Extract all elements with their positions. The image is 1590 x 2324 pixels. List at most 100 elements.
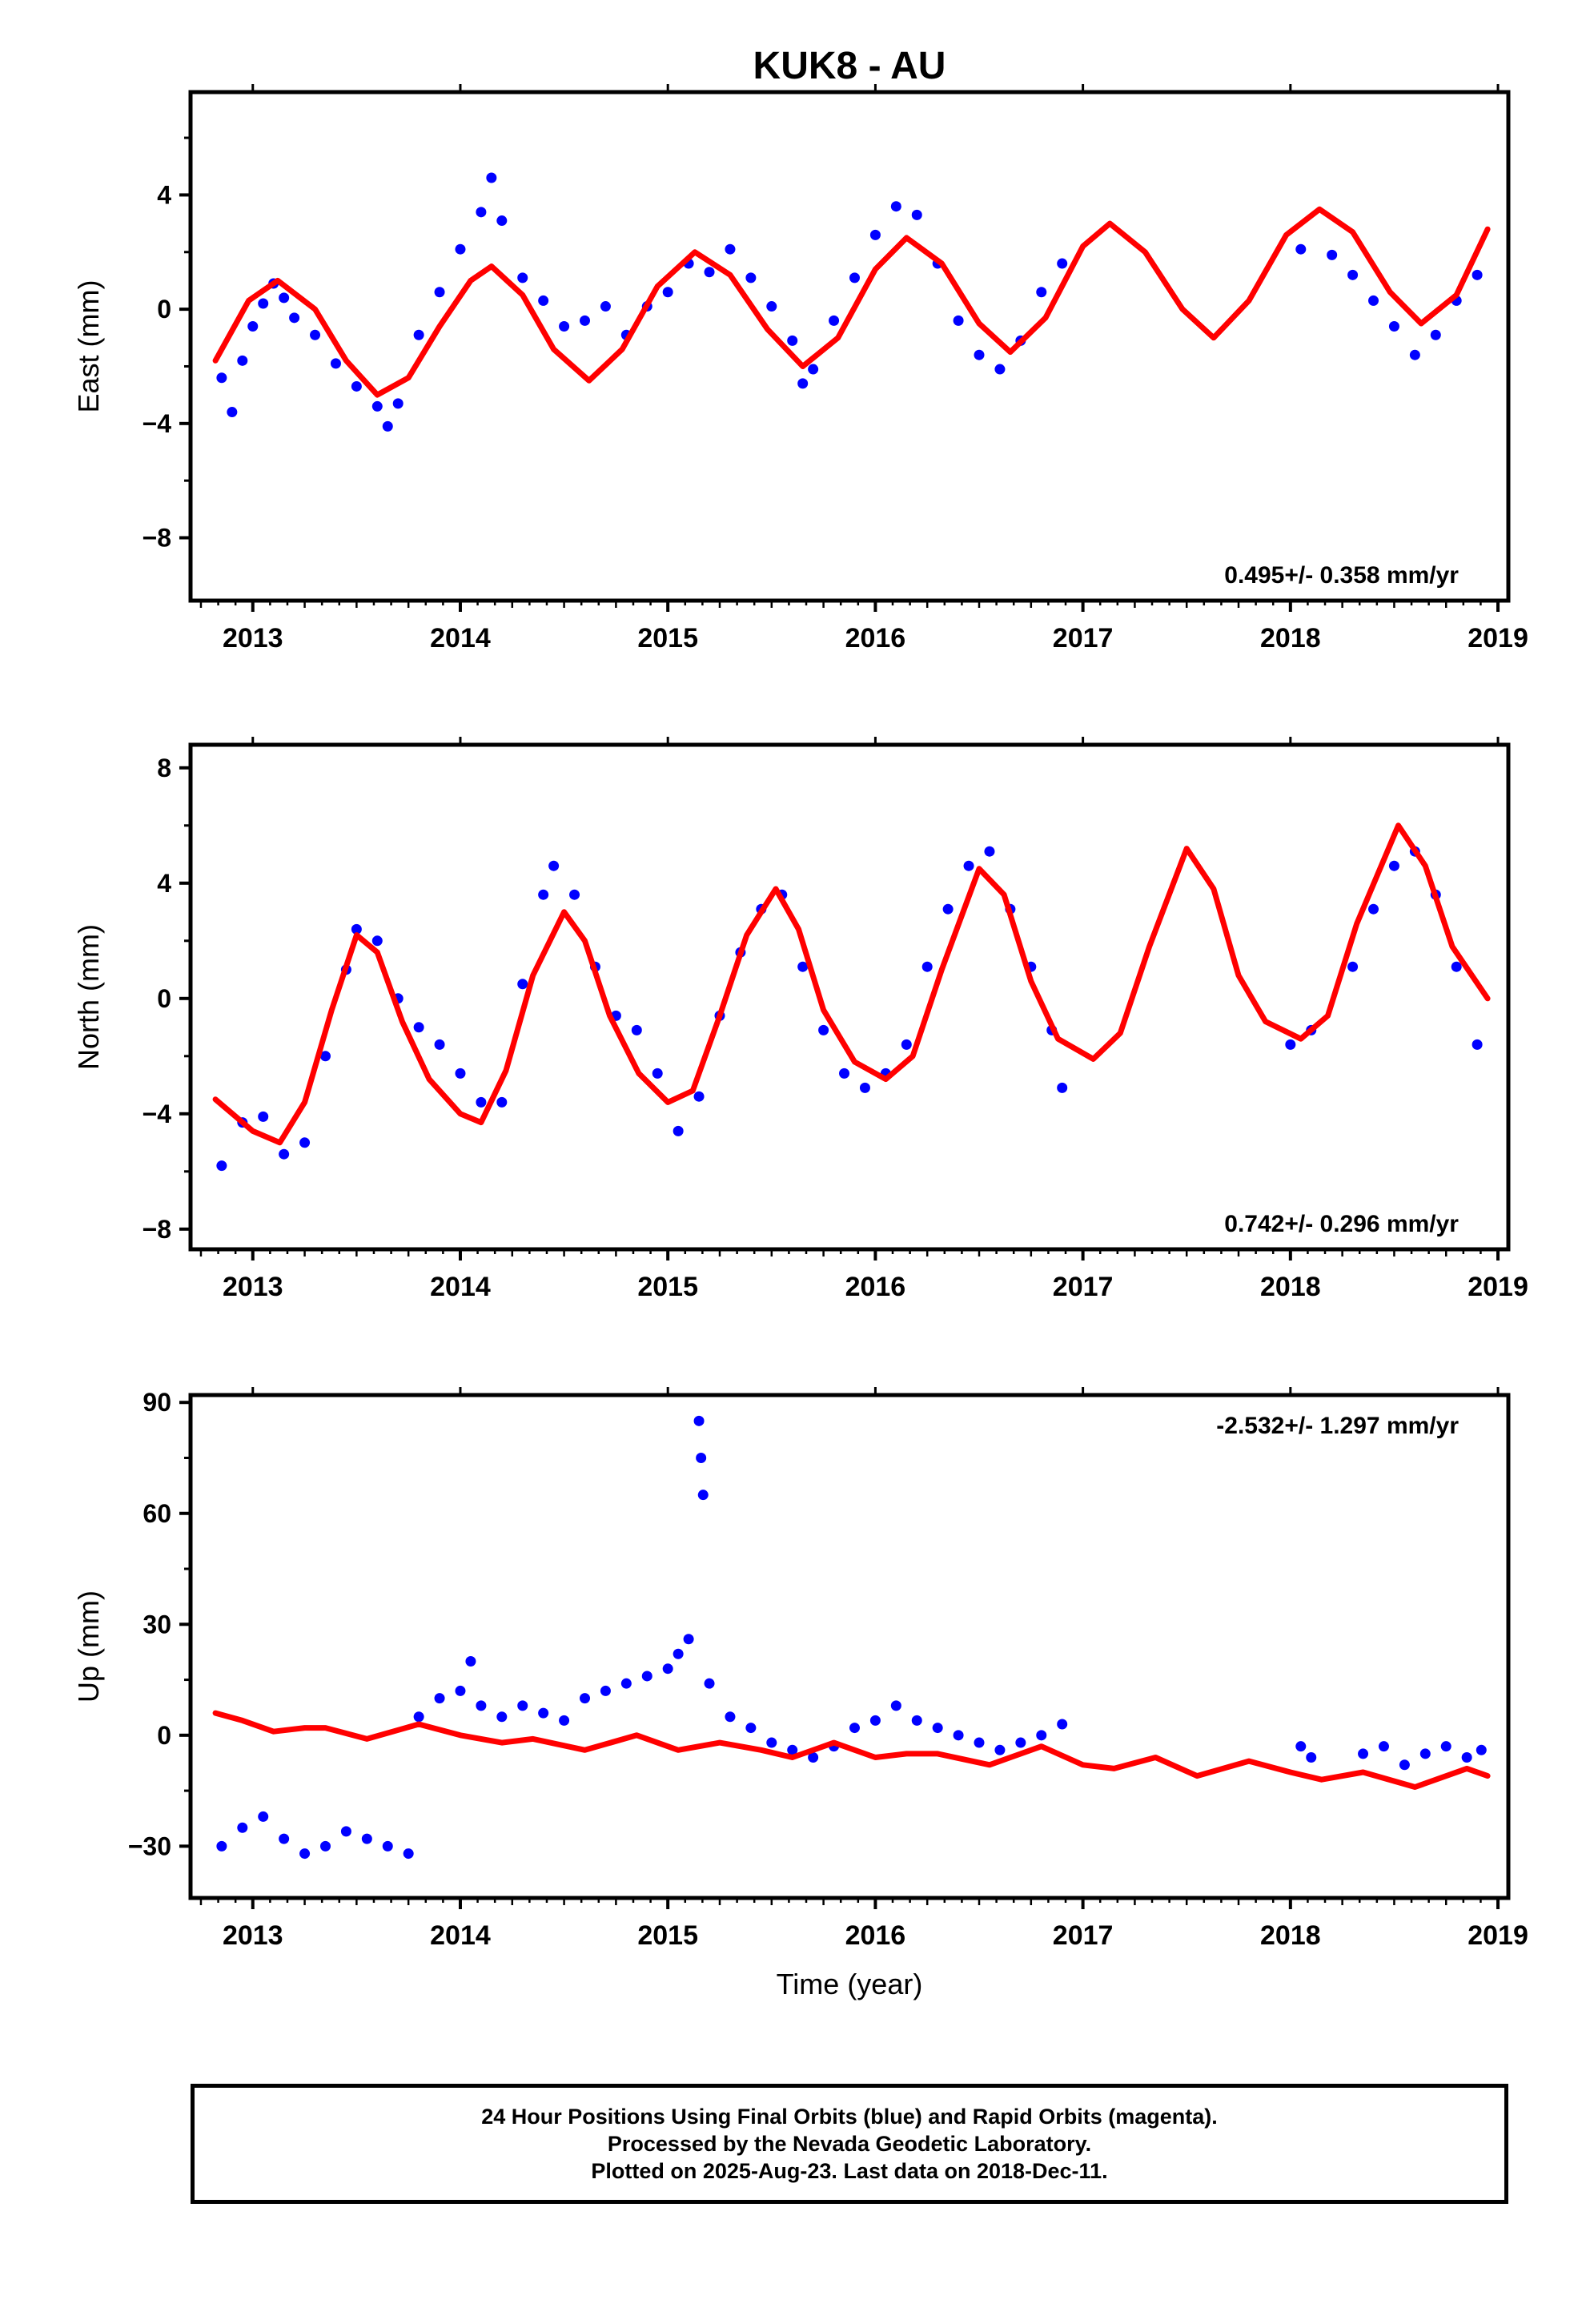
panel-2-data-point (371, 935, 383, 947)
panel-1-rate-label: 0.495+/- 0.358 mm/yr (1224, 562, 1459, 589)
panel-3-xtick-label: 2017 (1053, 1920, 1114, 1951)
panel-2-data-point (901, 1039, 912, 1050)
panel-1-data-point (258, 298, 269, 309)
panel-2-ytick-label: 0 (157, 984, 171, 1013)
panel-1-data-point (580, 315, 591, 326)
panel-3-data-point (1306, 1752, 1317, 1763)
panel-3-data-point (434, 1693, 445, 1704)
panel-3-ytick-label: −30 (128, 1831, 171, 1860)
panel-2-data-point (319, 1051, 331, 1062)
panel-3-data-point (1378, 1741, 1389, 1752)
panel-3-xtick-label: 2019 (1468, 1920, 1528, 1951)
panel-1-data-point (413, 329, 424, 340)
panel-1-data-point (808, 364, 819, 375)
panel-1-data-point (1409, 349, 1420, 360)
panel-2-data-point (631, 1024, 642, 1035)
panel-3-data-point (1295, 1741, 1307, 1752)
panel-2-data-point (1368, 903, 1379, 915)
panel-2-data-point (351, 923, 362, 935)
panel-1-xtick-label: 2019 (1468, 623, 1528, 653)
panel-2-data-point (538, 889, 549, 900)
panel-1-data-point (351, 380, 362, 392)
panel-3-data-point (299, 1848, 311, 1860)
panel-1-data-point (1472, 269, 1483, 280)
panel-2-data-point (476, 1096, 487, 1108)
panel-3-data-point (455, 1685, 466, 1696)
panel-3-xtick-label: 2018 (1260, 1920, 1321, 1951)
panel-2-data-point (216, 1160, 227, 1172)
panel-1-data-point (662, 287, 673, 298)
footer-line-3: Plotted on 2025-Aug-23. Last data on 201… (591, 2159, 1108, 2183)
panel-2-data-point (517, 979, 528, 990)
panel-2-data-point (1451, 961, 1462, 972)
panel-3-ytick-label: 30 (143, 1610, 171, 1638)
panel-1-data-point (310, 329, 321, 340)
panel-1-data-point (392, 398, 404, 409)
panel-1-data-point (953, 315, 964, 326)
panel-2-xtick-label: 2017 (1053, 1272, 1114, 1302)
panel-2-data-point (496, 1096, 508, 1108)
panel-1-data-point (797, 378, 809, 389)
panel-1-data-point (745, 272, 757, 283)
panel-3-data-point (693, 1415, 705, 1426)
panel-2-data-point (652, 1068, 663, 1079)
panel-3-data-point (849, 1723, 860, 1734)
panel-2-data-point (548, 860, 560, 871)
panel-3-data-point (279, 1833, 290, 1844)
panel-2-data-point (839, 1068, 850, 1079)
panel-1-data-point (227, 407, 238, 418)
panel-2-data-point (1347, 961, 1359, 972)
panel-3-data-point (911, 1715, 922, 1726)
panel-1-data-point (1368, 295, 1379, 306)
panel-1-xtick-label: 2015 (637, 623, 698, 653)
panel-2-data-point (279, 1148, 290, 1160)
panel-1-data-point (994, 364, 1006, 375)
footer-line-1: 24 Hour Positions Using Final Orbits (bl… (481, 2105, 1218, 2129)
panel-2-data-point (1285, 1039, 1296, 1050)
panel-2-data-point (1057, 1082, 1068, 1093)
panel-2-data-point (299, 1137, 311, 1148)
panel-2-xtick-label: 2016 (845, 1272, 906, 1302)
panel-2-ylabel: North (mm) (72, 924, 105, 1070)
panel-2-data-point (258, 1111, 269, 1122)
panel-1-data-point (849, 272, 860, 283)
panel-2-xtick-label: 2014 (430, 1272, 491, 1302)
panel-1-fit-line (212, 206, 1491, 398)
panel-2-ytick-label: 8 (157, 754, 171, 782)
panel-3-data-point (745, 1723, 757, 1734)
panel-2-ytick-label: −8 (143, 1215, 171, 1244)
panel-1-data-point (1430, 329, 1441, 340)
panel-3-data-point (580, 1693, 591, 1704)
panel-1-data-point (434, 287, 445, 298)
panel-2-data-point (797, 961, 809, 972)
chart-title: KUK8 - AU (753, 45, 946, 87)
footer-box: 24 Hour Positions Using Final Orbits (bl… (191, 2084, 1508, 2204)
panel-3-data-point (704, 1678, 715, 1689)
panel-3-data-point (932, 1723, 943, 1734)
panel-3-data-point (1399, 1759, 1410, 1771)
panel-1-ylabel: East (mm) (72, 280, 105, 413)
panel-3-data-point (890, 1700, 901, 1711)
panel-3-ytick-label: 0 (157, 1721, 171, 1750)
panel-2-data-point (921, 961, 933, 972)
panel-3-xtick-label: 2014 (430, 1920, 491, 1951)
panel-1-data-point (787, 335, 798, 346)
panel-1-data-point (869, 229, 881, 240)
panel-3-frame (188, 1393, 1511, 1900)
panel-1-ytick-label: 0 (157, 295, 171, 324)
panel-1-data-point (704, 267, 715, 278)
panel-1-data-point (247, 321, 259, 332)
panel-1-data-point (382, 420, 393, 432)
panel-3-ylabel: Up (mm) (72, 1590, 105, 1703)
panel-2-ytick-label: 4 (157, 869, 171, 898)
panel-3-data-point (620, 1678, 632, 1689)
panel-3-data-point (673, 1648, 684, 1659)
panel-3-xtick-label: 2013 (223, 1920, 283, 1951)
panel-3-rate-label: -2.532+/- 1.297 mm/yr (1216, 1413, 1459, 1439)
panel-3-data-point (696, 1453, 707, 1463)
panel-1-data-point (538, 295, 549, 306)
panel-2-data-point (434, 1039, 445, 1050)
panel-2-xtick-label: 2018 (1260, 1272, 1321, 1302)
panel-1-data-point (486, 172, 497, 183)
